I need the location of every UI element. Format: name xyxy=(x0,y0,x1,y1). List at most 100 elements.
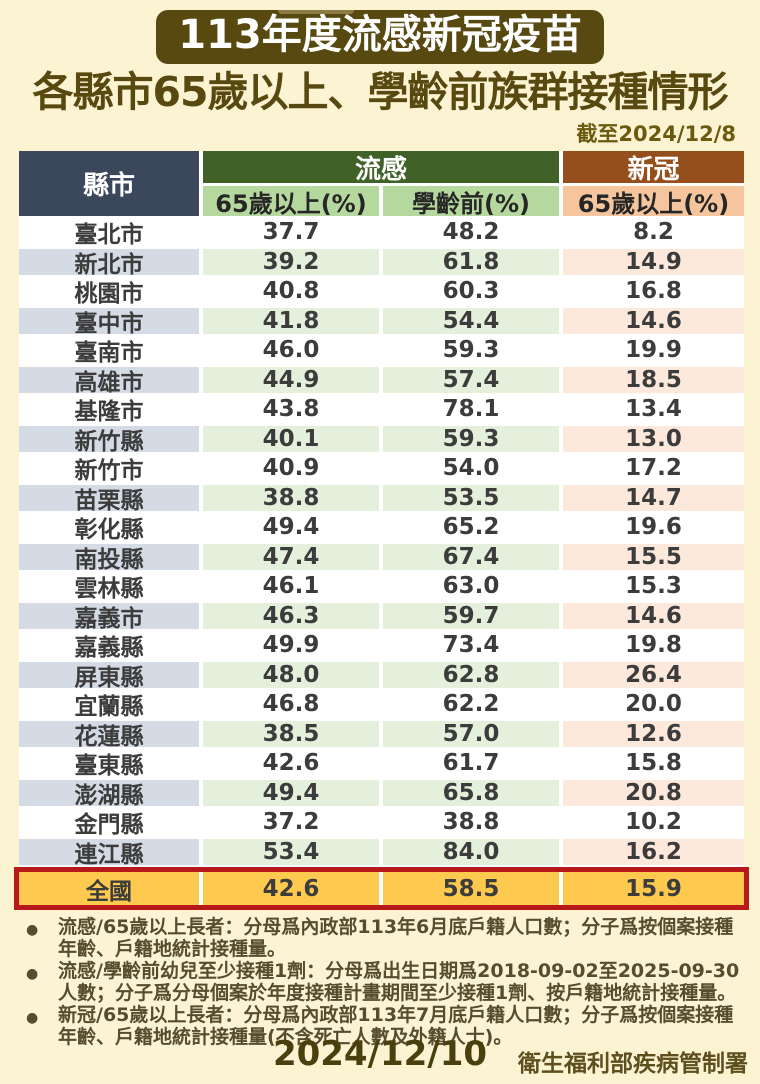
value-cell: 78.1 xyxy=(383,396,559,423)
value-cell: 39.2 xyxy=(203,248,379,276)
county-cell: 基隆市 xyxy=(19,396,199,425)
value-cell: 15.8 xyxy=(563,750,744,777)
county-cell: 嘉義市 xyxy=(19,602,199,632)
value-cell: 62.2 xyxy=(383,691,559,718)
value-cell: 42.6 xyxy=(203,872,379,906)
value-cell: 13.4 xyxy=(563,396,744,423)
value-cell: 63.0 xyxy=(383,573,559,600)
value-cell: 40.8 xyxy=(203,278,379,305)
value-cell: 61.7 xyxy=(383,750,559,777)
value-cell: 48.0 xyxy=(203,661,379,689)
value-cell: 61.8 xyxy=(383,248,559,276)
page-title-banner: 113年度流感新冠疫苗 xyxy=(156,10,604,64)
covid-65plus-subheader: 65歲以上(%) xyxy=(563,186,744,218)
value-cell: 47.4 xyxy=(203,543,379,571)
covid-group-header: 新冠 xyxy=(563,151,744,185)
county-cell: 金門縣 xyxy=(19,809,199,838)
flu-65plus-subheader: 65歲以上(%) xyxy=(203,186,379,218)
value-cell: 19.8 xyxy=(563,632,744,659)
value-cell: 46.8 xyxy=(203,691,379,718)
publish-date: 2024/12/10 xyxy=(272,1034,488,1074)
value-cell: 84.0 xyxy=(383,838,559,866)
footnote-text: 新冠/65歲以上長者：分母爲內政部113年7月底戶籍人口數；分子爲按個案接種年齡… xyxy=(58,1004,734,1048)
footnote-item: ● 流感/65歲以上長者：分母爲內政部113年6月底戶籍人口數；分子爲按個案接種年… xyxy=(26,916,744,960)
bullet-icon: ● xyxy=(26,1010,39,1027)
value-cell: 38.5 xyxy=(203,720,379,748)
value-cell: 14.7 xyxy=(563,484,744,512)
value-cell: 13.0 xyxy=(563,425,744,453)
footnotes: ● 流感/65歲以上長者：分母爲內政部113年6月底戶籍人口數；分子爲按個案接種年… xyxy=(26,916,744,1048)
value-cell: 14.6 xyxy=(563,307,744,335)
page-title: 113年度流感新冠疫苗 xyxy=(178,12,582,58)
footnote-text: 流感/學齡前幼兒至少接種1劑：分母爲出生日期爲2018-09-02至2025-0… xyxy=(58,960,740,1004)
county-cell: 高雄市 xyxy=(19,366,199,396)
county-cell: 花蓮縣 xyxy=(19,720,199,750)
table-body: 臺北市 37.7 48.2 8.2 新北市 39.2 61.8 14.9 桃園市 40.8 60.3… xyxy=(19,219,744,868)
county-cell: 南投縣 xyxy=(19,543,199,573)
value-cell: 10.2 xyxy=(563,809,744,836)
value-cell: 37.7 xyxy=(203,219,379,246)
footnote-text: 流感/65歲以上長者：分母爲內政部113年6月底戶籍人口數；分子爲按個案接種年齡… xyxy=(58,916,734,960)
value-cell: 14.9 xyxy=(563,248,744,276)
value-cell: 16.2 xyxy=(563,838,744,866)
value-cell: 49.9 xyxy=(203,632,379,659)
top-crop-artifact xyxy=(278,10,354,14)
value-cell: 41.8 xyxy=(203,307,379,335)
county-cell: 宜蘭縣 xyxy=(19,691,199,720)
value-cell: 54.0 xyxy=(383,455,559,482)
total-row: 全國 42.6 58.5 15.9 xyxy=(14,867,749,911)
county-cell: 澎湖縣 xyxy=(19,779,199,809)
value-cell: 14.6 xyxy=(563,602,744,630)
flu-group-header: 流感 xyxy=(203,151,559,185)
value-cell: 59.3 xyxy=(383,337,559,364)
value-cell: 53.5 xyxy=(383,484,559,512)
value-cell: 65.8 xyxy=(383,779,559,807)
value-cell: 18.5 xyxy=(563,366,744,394)
value-cell: 46.3 xyxy=(203,602,379,630)
page-subtitle: 各縣市65歲以上、學齡前族群接種情形 xyxy=(32,68,728,116)
value-cell: 15.9 xyxy=(563,872,744,906)
value-cell: 62.8 xyxy=(383,661,559,689)
value-cell: 49.4 xyxy=(203,779,379,807)
value-cell: 8.2 xyxy=(563,219,744,246)
agency-name: 衛生福利部疾病管制署 xyxy=(518,1051,748,1077)
county-cell: 新竹縣 xyxy=(19,425,199,455)
value-cell: 38.8 xyxy=(203,484,379,512)
county-cell: 臺中市 xyxy=(19,307,199,337)
county-cell: 屏東縣 xyxy=(19,661,199,691)
county-column-header: 縣市 xyxy=(19,151,199,217)
value-cell: 26.4 xyxy=(563,661,744,689)
value-cell: 40.1 xyxy=(203,425,379,453)
value-cell: 65.2 xyxy=(383,514,559,541)
county-cell: 連江縣 xyxy=(19,838,199,868)
footnote-item: ● 流感/學齡前幼兒至少接種1劑：分母爲出生日期爲2018-09-02至2025-… xyxy=(26,960,744,1004)
data-as-of-date: 截至2024/12/8 xyxy=(576,122,736,147)
value-cell: 40.9 xyxy=(203,455,379,482)
county-cell: 雲林縣 xyxy=(19,573,199,602)
value-cell: 73.4 xyxy=(383,632,559,659)
footnote-item: ● 新冠/65歲以上長者：分母爲內政部113年7月底戶籍人口數；分子爲按個案接種年… xyxy=(26,1004,744,1048)
county-cell: 臺東縣 xyxy=(19,750,199,779)
county-cell: 新北市 xyxy=(19,248,199,278)
value-cell: 38.8 xyxy=(383,809,559,836)
value-cell: 59.3 xyxy=(383,425,559,453)
footer: 2024/12/10 衛生福利部疾病管制署 xyxy=(0,1034,760,1077)
value-cell: 19.6 xyxy=(563,514,744,541)
value-cell: 43.8 xyxy=(203,396,379,423)
value-cell: 49.4 xyxy=(203,514,379,541)
county-cell: 嘉義縣 xyxy=(19,632,199,661)
county-cell: 臺南市 xyxy=(19,337,199,366)
value-cell: 67.4 xyxy=(383,543,559,571)
value-cell: 53.4 xyxy=(203,838,379,866)
value-cell: 58.5 xyxy=(383,872,559,906)
value-cell: 46.1 xyxy=(203,573,379,600)
bullet-icon: ● xyxy=(26,922,39,939)
value-cell: 17.2 xyxy=(563,455,744,482)
value-cell: 15.5 xyxy=(563,543,744,571)
county-cell: 新竹市 xyxy=(19,455,199,484)
value-cell: 57.4 xyxy=(383,366,559,394)
vaccination-table: 縣市 流感 新冠 65歲以上(%) 學齡前(%) 65歲以上(%) 臺北市 37.… xyxy=(14,151,749,911)
value-cell: 37.2 xyxy=(203,809,379,836)
value-cell: 48.2 xyxy=(383,219,559,246)
value-cell: 20.0 xyxy=(563,691,744,718)
